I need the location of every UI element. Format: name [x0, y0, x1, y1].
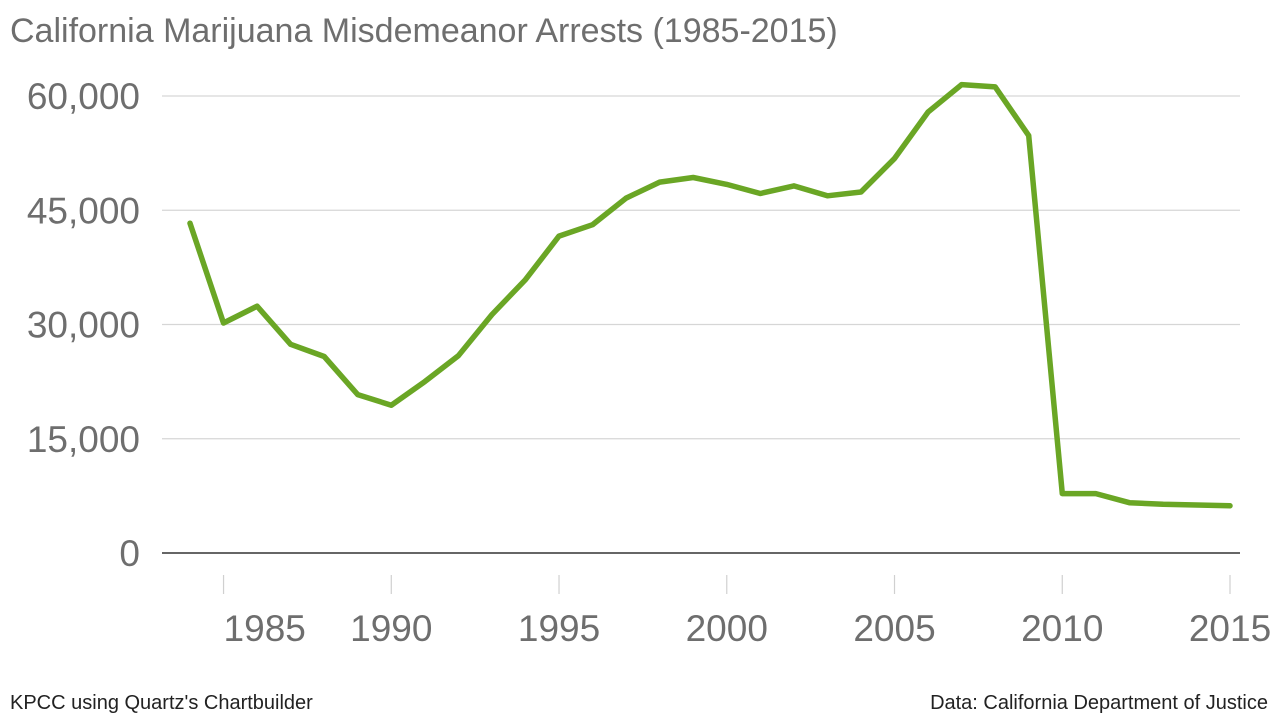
data-point-2002	[791, 183, 797, 189]
data-point-2008	[992, 84, 998, 90]
credit-right: Data: California Department of Justice	[930, 692, 1268, 714]
data-point-1999	[690, 174, 696, 180]
line-chart: 0 15,000 30,000 45,000 60,000 1985 1990 1995 20…	[27, 76, 1271, 649]
data-point-2005	[892, 155, 898, 161]
data-point-1998	[657, 179, 663, 185]
data-point-1996	[590, 222, 596, 228]
chart-title: California Marijuana Misdemeanor Arrests…	[10, 12, 838, 50]
data-point-2007	[959, 82, 965, 88]
data-point-1986	[254, 303, 260, 309]
x-tick-label-1985: 1985	[224, 608, 306, 649]
data-point-2004	[858, 189, 864, 195]
series-layer	[187, 81, 1233, 509]
y-tick-label-30000: 30,000	[27, 305, 140, 346]
data-point-1992	[455, 353, 461, 359]
gridlines	[162, 95, 1240, 554]
data-point-2014	[1193, 502, 1199, 508]
y-axis-tick-labels: 0 15,000 30,000 45,000 60,000	[27, 76, 140, 574]
x-tick-label-2010: 2010	[1021, 608, 1103, 649]
data-point-1988	[321, 353, 327, 359]
x-tick-label-2015: 2015	[1189, 608, 1271, 649]
data-point-1987	[288, 341, 294, 347]
data-point-1991	[422, 379, 428, 385]
data-point-1994	[522, 277, 528, 283]
data-point-2000	[724, 181, 730, 187]
data-point-1995	[556, 233, 562, 239]
x-tick-label-1990: 1990	[350, 608, 432, 649]
x-tick-label-1995: 1995	[518, 608, 600, 649]
credit-left: KPCC using Quartz's Chartbuilder	[10, 692, 313, 714]
data-point-2003	[824, 193, 830, 199]
data-point-1997	[623, 195, 629, 201]
x-tick-label-2005: 2005	[853, 608, 935, 649]
data-point-2013	[1160, 501, 1166, 507]
data-point-1993	[489, 312, 495, 318]
y-tick-label-45000: 45,000	[27, 190, 140, 231]
x-axis: 1985 1990 1995 2000 2005 2010 2015	[222, 575, 1271, 649]
data-point-1984	[187, 220, 193, 226]
series-line-0	[187, 81, 1233, 509]
y-tick-label-15000: 15,000	[27, 419, 140, 460]
data-point-1989	[355, 392, 361, 398]
data-point-1990	[388, 402, 394, 408]
y-tick-label-60000: 60,000	[27, 76, 140, 117]
data-point-2010	[1059, 491, 1065, 497]
x-tick-label-2000: 2000	[686, 608, 768, 649]
y-tick-label-0: 0	[119, 533, 140, 574]
data-point-2006	[925, 109, 931, 115]
data-point-2009	[1026, 133, 1032, 139]
data-point-2015	[1227, 503, 1233, 509]
data-point-2001	[757, 190, 763, 196]
data-point-2011	[1093, 491, 1099, 497]
data-point-2012	[1126, 500, 1132, 506]
data-point-1985	[221, 320, 227, 326]
